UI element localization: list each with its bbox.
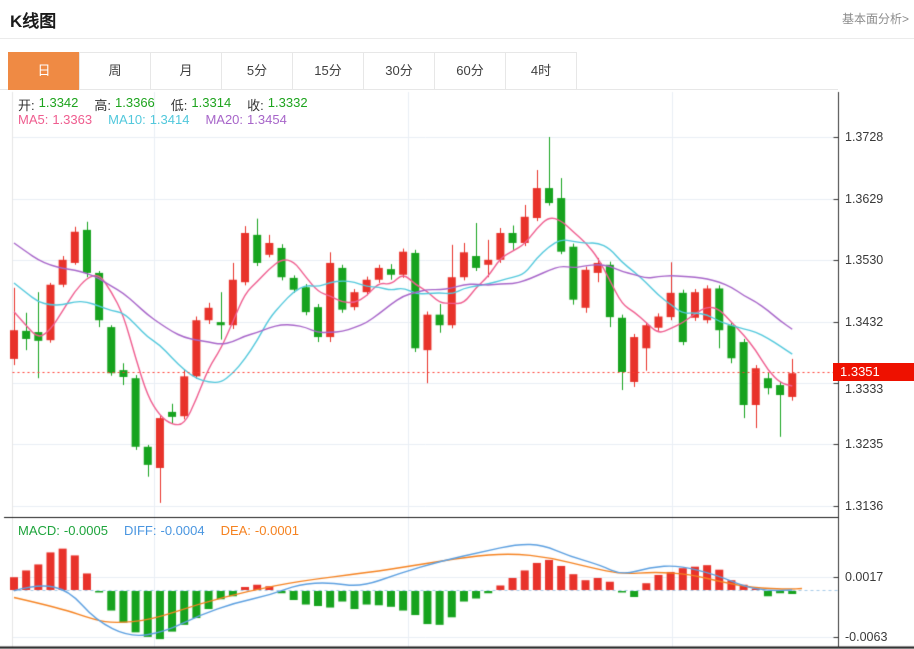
tab-60min[interactable]: 60分: [434, 52, 506, 90]
legend-value: 1.3314: [191, 95, 232, 110]
legend-item: DIFF: -0.0004: [124, 523, 205, 538]
legend-item: DEA: -0.0001: [221, 523, 299, 538]
ma-legend: MA5: 1.3363 MA10: 1.3414 MA20: 1.3454: [18, 112, 287, 127]
legend-value: 1.3342: [38, 95, 79, 110]
chart-header: K线图 基本面分析>: [0, 0, 914, 38]
price-axis-label: 1.3530: [845, 253, 884, 268]
legend-label: 开:: [18, 98, 35, 113]
legend-item: 高: 1.3366: [94, 95, 154, 114]
macd-axis-label: -0.0063: [845, 630, 888, 645]
price-axis-label: 1.3629: [845, 191, 884, 206]
legend-value: -0.0001: [254, 523, 300, 538]
page-title: K线图: [10, 12, 57, 31]
fundamental-analysis-link[interactable]: 基本面分析>: [841, 12, 909, 26]
legend-item: 收: 1.3332: [247, 95, 307, 114]
legend-label: MACD:: [18, 523, 60, 538]
legend-label: 收:: [247, 98, 264, 113]
legend-label: 低:: [170, 98, 188, 113]
tab-day[interactable]: 日: [8, 52, 80, 90]
tab-week[interactable]: 周: [79, 52, 151, 90]
current-price-badge: 1.3351: [833, 363, 914, 381]
legend-label: DIFF:: [123, 523, 157, 538]
legend-item: 低: 1.3314: [171, 95, 231, 114]
tab-30min[interactable]: 30分: [363, 52, 435, 90]
price-axis-label: 1.3432: [845, 314, 884, 329]
legend-item: MACD: -0.0005: [18, 523, 108, 538]
legend-item: MA20: 1.3454: [205, 112, 286, 127]
legend-label: MA5:: [18, 112, 49, 127]
legend-label: MA10:: [108, 112, 146, 127]
legend-value: 1.3414: [149, 112, 190, 127]
legend-item: 开: 1.3342: [18, 95, 78, 114]
tab-month[interactable]: 月: [150, 52, 222, 90]
legend-value: 1.3366: [115, 95, 155, 110]
price-axis-label: 1.3728: [845, 130, 884, 144]
price-axis-label: 1.3235: [845, 437, 884, 452]
price-axis-label: 1.3333: [845, 381, 884, 396]
legend-value: 1.3454: [247, 112, 287, 127]
price-axis-label: 1.3136: [845, 499, 884, 513]
legend-value: 1.3332: [267, 95, 308, 110]
legend-item: MA10: 1.3414: [108, 112, 189, 127]
legend-value: -0.0005: [63, 523, 108, 538]
tab-5min[interactable]: 5分: [221, 52, 293, 90]
ohlc-legend: 开: 1.3342 高: 1.3366 低: 1.3314 收: 1.3332: [18, 95, 308, 114]
legend-item: MA5: 1.3363: [18, 112, 92, 127]
legend-label: 高:: [94, 98, 112, 113]
legend-label: DEA:: [220, 523, 251, 538]
timeframe-tabbar: 日周月 5分 15分 30分 60分 4时: [8, 52, 577, 90]
macd-legend: MACD: -0.0005 DIFF: -0.0004 DEA: -0.0001: [18, 523, 299, 538]
legend-value: 1.3363: [52, 112, 93, 127]
legend-label: MA20:: [205, 112, 244, 127]
tab-4hour[interactable]: 4时: [505, 52, 577, 90]
header-divider: [0, 38, 914, 39]
legend-value: -0.0004: [160, 523, 205, 538]
macd-axis-label: 0.0017: [845, 570, 884, 585]
tab-15min[interactable]: 15分: [292, 52, 364, 90]
